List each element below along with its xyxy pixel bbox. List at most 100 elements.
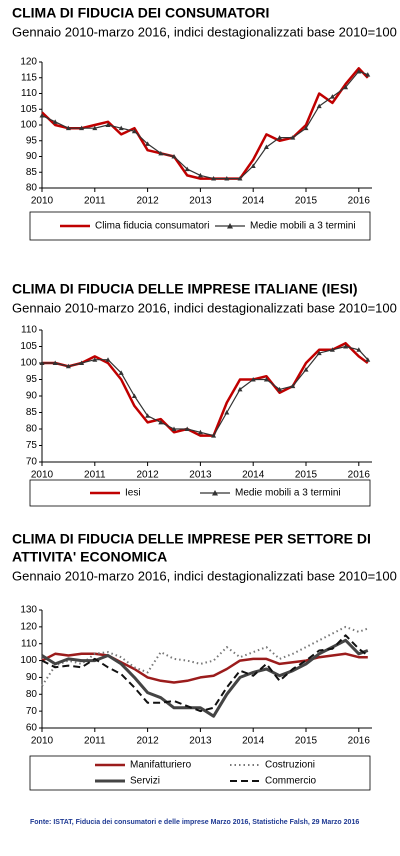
chart-title: CLIMA DI FIDUCIA DELLE IMPRESE ITALIANE … (12, 281, 358, 297)
x-tick-label: 2016 (348, 470, 371, 481)
series-marker (52, 360, 58, 365)
series-marker (250, 377, 256, 382)
x-tick-label: 2014 (242, 196, 265, 207)
series-marker (65, 125, 71, 131)
series-marker (131, 393, 137, 398)
series-line (41, 625, 369, 687)
series-marker (343, 84, 349, 90)
series-marker (277, 135, 283, 140)
y-tick-label: 95 (26, 135, 38, 146)
y-tick-label: 105 (20, 341, 37, 352)
series-marker (92, 125, 98, 131)
series-marker (343, 344, 349, 349)
y-tick-label: 100 (20, 358, 37, 369)
y-tick-label: 100 (20, 120, 37, 131)
legend-label: Servizi (130, 776, 160, 787)
y-tick-label: 70 (26, 457, 38, 468)
series-marker (329, 94, 335, 99)
y-tick-label: 90 (26, 151, 38, 162)
x-tick-label: 2013 (189, 470, 212, 481)
y-tick-label: 120 (20, 621, 37, 632)
series-line (41, 634, 369, 713)
series-marker (52, 119, 58, 124)
x-tick-label: 2010 (31, 736, 54, 747)
y-tick-label: 85 (26, 407, 38, 418)
chart-subtitle: Gennaio 2010-marzo 2016, indici destagio… (12, 568, 397, 583)
chart-title: CLIMA DI FIDUCIA DEI CONSUMATORI (12, 5, 269, 21)
series-marker (158, 150, 164, 156)
series-marker (131, 128, 137, 134)
series-marker (303, 125, 309, 131)
series-line (41, 67, 369, 180)
series-marker (316, 350, 322, 356)
legend-box (29, 211, 371, 241)
series-marker (145, 413, 151, 418)
series-marker (224, 176, 230, 181)
y-tick-label: 95 (26, 374, 38, 385)
series-marker (211, 176, 217, 181)
y-tick-label: 110 (21, 638, 37, 649)
legend-box (29, 479, 371, 507)
source-note: Fonte: ISTAT, Fiducia dei consumatori e … (30, 819, 359, 826)
series-marker (158, 419, 164, 425)
series-marker (79, 125, 85, 131)
series-marker (237, 176, 243, 181)
y-tick-label: 60 (26, 723, 38, 734)
series-marker (184, 166, 190, 172)
x-tick-label: 2012 (136, 736, 159, 747)
series-marker (184, 426, 190, 431)
series-marker (290, 383, 296, 389)
chart-title: CLIMA DI FIDUCIA DELLE IMPRESE PER SETTO… (12, 531, 371, 547)
legend-label: Commercio (265, 776, 317, 787)
series-marker (224, 410, 230, 415)
y-tick-label: 90 (26, 391, 38, 402)
x-tick-label: 2014 (242, 736, 265, 747)
series-marker (365, 72, 371, 77)
series-marker (365, 357, 371, 362)
series-marker (197, 429, 203, 435)
y-tick-label: 90 (26, 672, 38, 683)
series-line (41, 652, 368, 684)
series-marker (197, 172, 203, 178)
x-tick-label: 2015 (295, 470, 318, 481)
x-tick-label: 2012 (136, 470, 159, 481)
y-tick-label: 70 (26, 706, 38, 717)
series-marker (39, 360, 45, 365)
y-tick-label: 85 (26, 167, 38, 178)
legend-label: Manifatturiero (130, 760, 192, 771)
series-marker (263, 144, 269, 150)
series-line (42, 341, 369, 437)
legend-label: Iesi (125, 488, 141, 499)
legend-label: Medie mobili a 3 termini (235, 488, 341, 499)
x-tick-label: 2016 (348, 196, 371, 207)
series-marker (211, 433, 217, 438)
x-tick-label: 2014 (242, 470, 265, 481)
series-marker (171, 426, 177, 431)
series-marker (39, 113, 45, 118)
y-tick-label: 130 (20, 605, 37, 616)
x-tick-label: 2013 (189, 196, 212, 207)
series-marker (105, 357, 111, 362)
chart-subtitle: Gennaio 2010-marzo 2016, indici destagio… (12, 24, 397, 39)
x-tick-label: 2012 (136, 196, 159, 207)
x-tick-label: 2013 (189, 736, 212, 747)
chart-subtitle: Gennaio 2010-marzo 2016, indici destagio… (12, 300, 397, 315)
legend-label: Medie mobili a 3 termini (250, 221, 356, 232)
y-tick-label: 100 (20, 655, 37, 666)
series-marker (237, 386, 243, 392)
series-marker (118, 125, 124, 131)
x-tick-label: 2010 (31, 196, 54, 207)
y-tick-label: 110 (21, 88, 37, 99)
y-tick-label: 80 (26, 689, 38, 700)
series-marker (145, 141, 151, 146)
chart-title: ATTIVITA' ECONOMICA (12, 549, 167, 565)
series-marker (65, 363, 71, 369)
series-marker (290, 135, 296, 140)
y-tick-label: 80 (26, 424, 38, 435)
y-tick-label: 120 (20, 57, 37, 68)
series-line (42, 345, 369, 437)
series-marker (277, 386, 283, 392)
series-marker (316, 103, 322, 109)
series-marker (79, 360, 85, 365)
